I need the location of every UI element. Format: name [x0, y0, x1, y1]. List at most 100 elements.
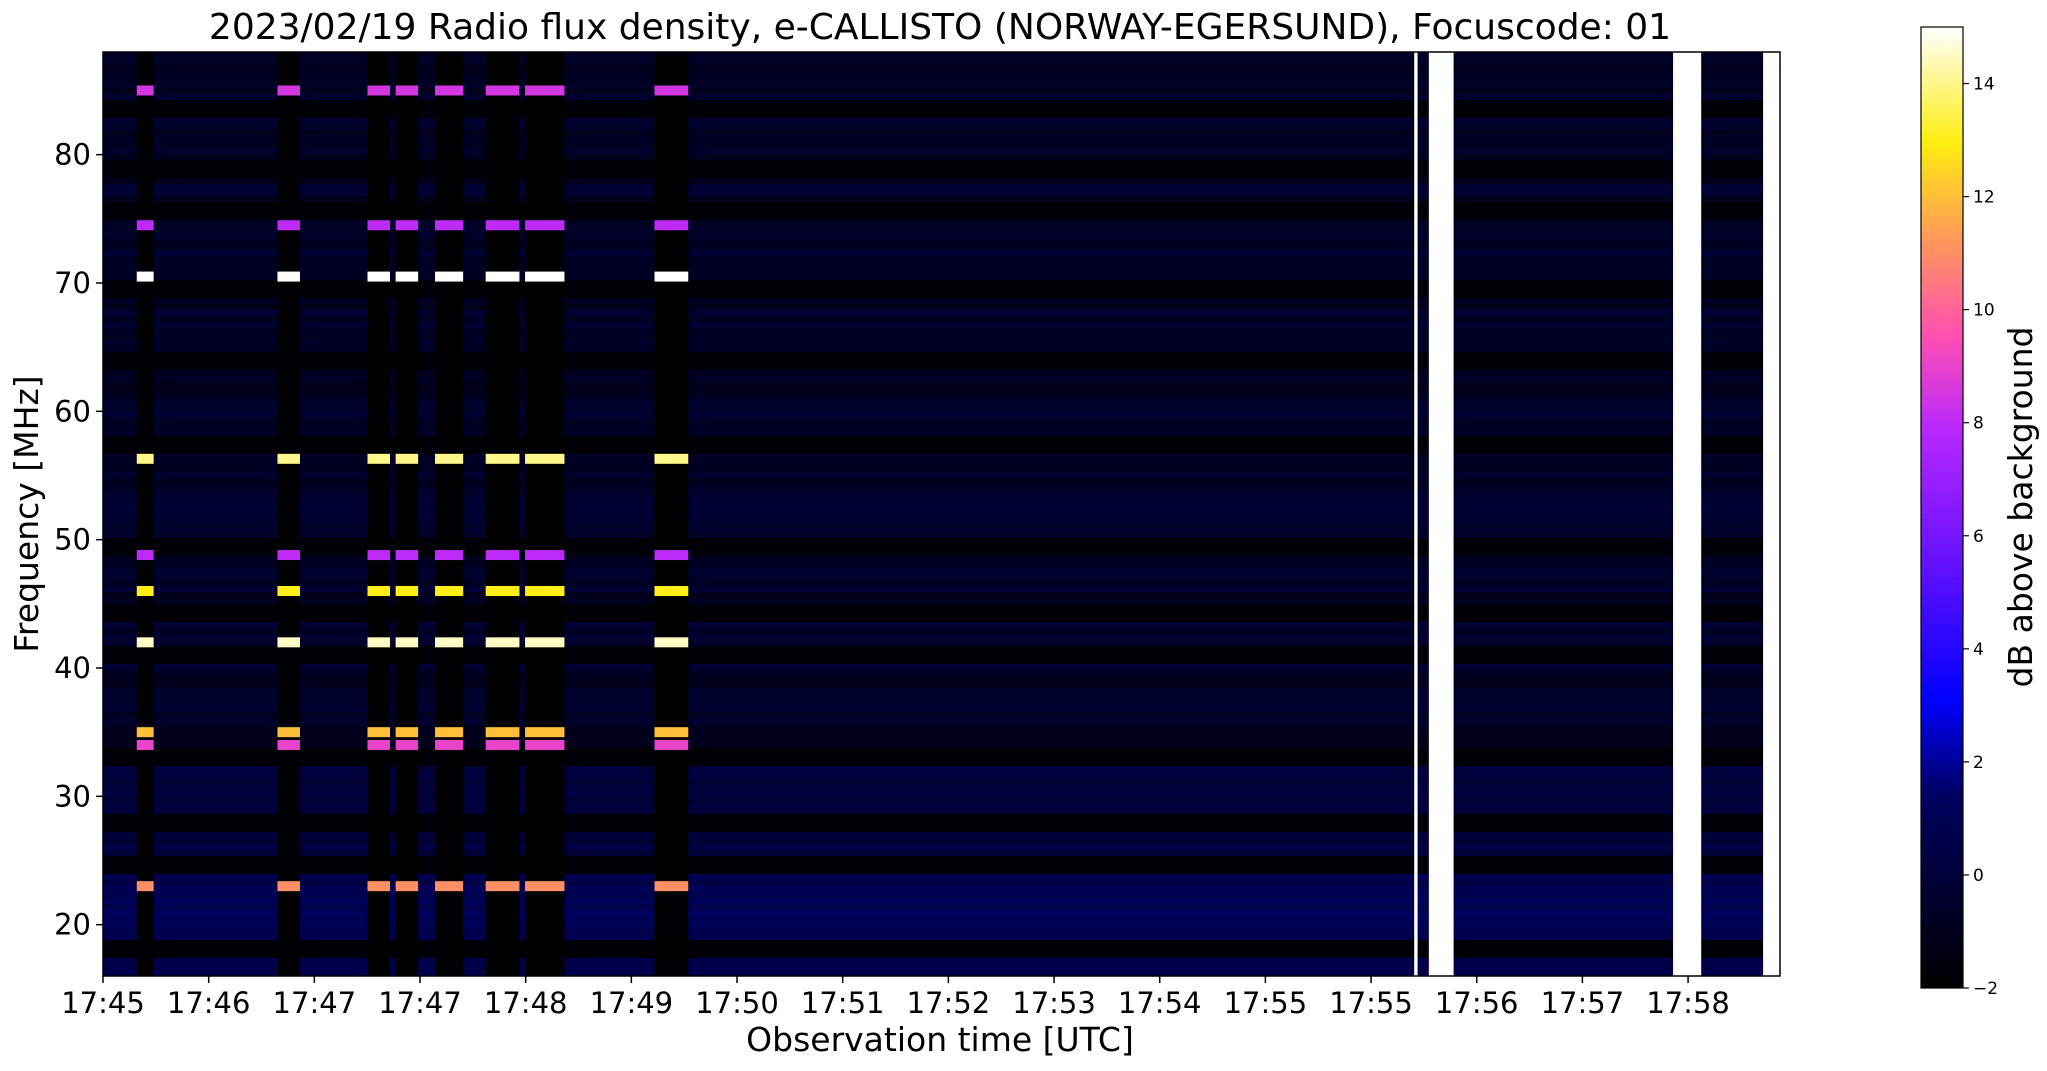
heatmap-row: [103, 148, 1780, 155]
heatmap-row: [103, 142, 1780, 149]
emission-line: [367, 637, 391, 648]
heatmap-row: [103, 298, 1780, 305]
emission-line: [277, 550, 300, 561]
emission-line: [277, 740, 300, 750]
heatmap-row: [103, 676, 1780, 683]
colorbar-tick-label: 0: [1973, 866, 1984, 886]
emission-line: [485, 453, 520, 464]
heatmap-row: [103, 664, 1780, 671]
emission-line: [435, 453, 464, 464]
heatmap-row: [103, 772, 1780, 779]
heatmap-row: [103, 880, 1780, 887]
calibration-gap: [435, 52, 464, 976]
heatmap-row: [103, 592, 1780, 599]
heatmap-row: [103, 616, 1780, 623]
emission-line: [654, 586, 689, 596]
heatmap-row: [103, 118, 1780, 125]
emission-line: [654, 727, 689, 738]
heatmap-row: [103, 556, 1780, 563]
emission-line: [435, 220, 464, 231]
heatmap-row: [103, 346, 1780, 353]
heatmap-row: [103, 604, 1780, 611]
calibration-gap: [367, 52, 391, 976]
emission-line: [136, 740, 154, 750]
heatmap-row: [103, 790, 1780, 797]
heatmap-row: [103, 526, 1780, 533]
emission-line: [136, 727, 154, 738]
heatmap-row: [103, 178, 1780, 185]
heatmap-row: [103, 754, 1780, 761]
emission-line: [367, 881, 391, 892]
heatmap-row: [103, 316, 1780, 323]
heatmap-row: [103, 466, 1780, 473]
heatmap-row: [103, 586, 1780, 593]
heatmap-row: [103, 400, 1780, 407]
heatmap-row: [103, 634, 1780, 641]
emission-line: [395, 881, 419, 892]
emission-line: [395, 220, 419, 231]
x-tick-label: 17:52: [907, 986, 991, 1020]
colorbar-ticks: −2 0 2 4 6 8 10 12 14: [1963, 75, 1998, 999]
heatmap-row: [103, 838, 1780, 845]
emission-line: [395, 727, 419, 738]
emission-line: [395, 740, 419, 750]
heatmap-row: [103, 874, 1780, 881]
saturated-band: [1428, 52, 1454, 976]
chart-title: 2023/02/19 Radio flux density, e-CALLIST…: [209, 7, 1671, 48]
heatmap-row: [103, 52, 1780, 59]
colorbar-tick-label: 14: [1973, 75, 1995, 95]
x-tick-label: 17:47: [378, 986, 462, 1020]
heatmap-row: [103, 136, 1780, 143]
emission-line: [367, 727, 391, 738]
emission-line: [435, 586, 464, 596]
heatmap-row: [103, 850, 1780, 857]
emission-line: [525, 85, 565, 96]
y-tick-label: 20: [54, 908, 91, 942]
y-tick-label: 30: [54, 779, 91, 813]
heatmap-row: [103, 862, 1780, 869]
emission-line: [136, 453, 154, 464]
heatmap-row: [103, 736, 1780, 743]
calibration-gap: [525, 52, 565, 976]
y-axis-ticks: 20 30 40 50 60 70 80: [54, 138, 103, 942]
emission-line: [654, 881, 689, 892]
heatmap-row: [103, 460, 1780, 467]
heatmap-row: [103, 496, 1780, 503]
heatmap-row: [103, 244, 1780, 251]
heatmap-row: [103, 160, 1780, 167]
heatmap-row: [103, 628, 1780, 635]
saturated-band: [1673, 52, 1702, 976]
emission-line: [277, 220, 300, 231]
heatmap-row: [103, 538, 1780, 545]
heatmap-row: [103, 580, 1780, 587]
emission-line: [395, 586, 419, 596]
heatmap-row: [103, 934, 1780, 941]
heatmap-row: [103, 100, 1780, 107]
heatmap-row: [103, 256, 1780, 263]
heatmap-row: [103, 304, 1780, 311]
emission-line: [654, 637, 689, 648]
heatmap-row: [103, 478, 1780, 485]
emission-line: [367, 85, 391, 96]
heatmap-row: [103, 922, 1780, 929]
heatmap-row: [103, 520, 1780, 527]
heatmap-row: [103, 904, 1780, 911]
heatmap-row: [103, 268, 1780, 275]
heatmap-row: [103, 808, 1780, 815]
heatmap-row: [103, 424, 1780, 431]
heatmap-row: [103, 364, 1780, 371]
y-tick-label: 60: [54, 394, 91, 428]
heatmap-row: [103, 796, 1780, 803]
heatmap-row: [103, 898, 1780, 905]
heatmap-row: [103, 832, 1780, 839]
heatmap-row: [103, 964, 1780, 971]
heatmap-row: [103, 430, 1780, 437]
calibration-gap: [654, 52, 689, 976]
y-tick-label: 70: [54, 266, 91, 300]
heatmap-row: [103, 196, 1780, 203]
saturated-band: [1763, 52, 1780, 976]
emission-line: [435, 740, 464, 750]
x-axis-label: Observation time [UTC]: [746, 1020, 1134, 1059]
heatmap-row: [103, 262, 1780, 269]
heatmap-row: [103, 784, 1780, 791]
